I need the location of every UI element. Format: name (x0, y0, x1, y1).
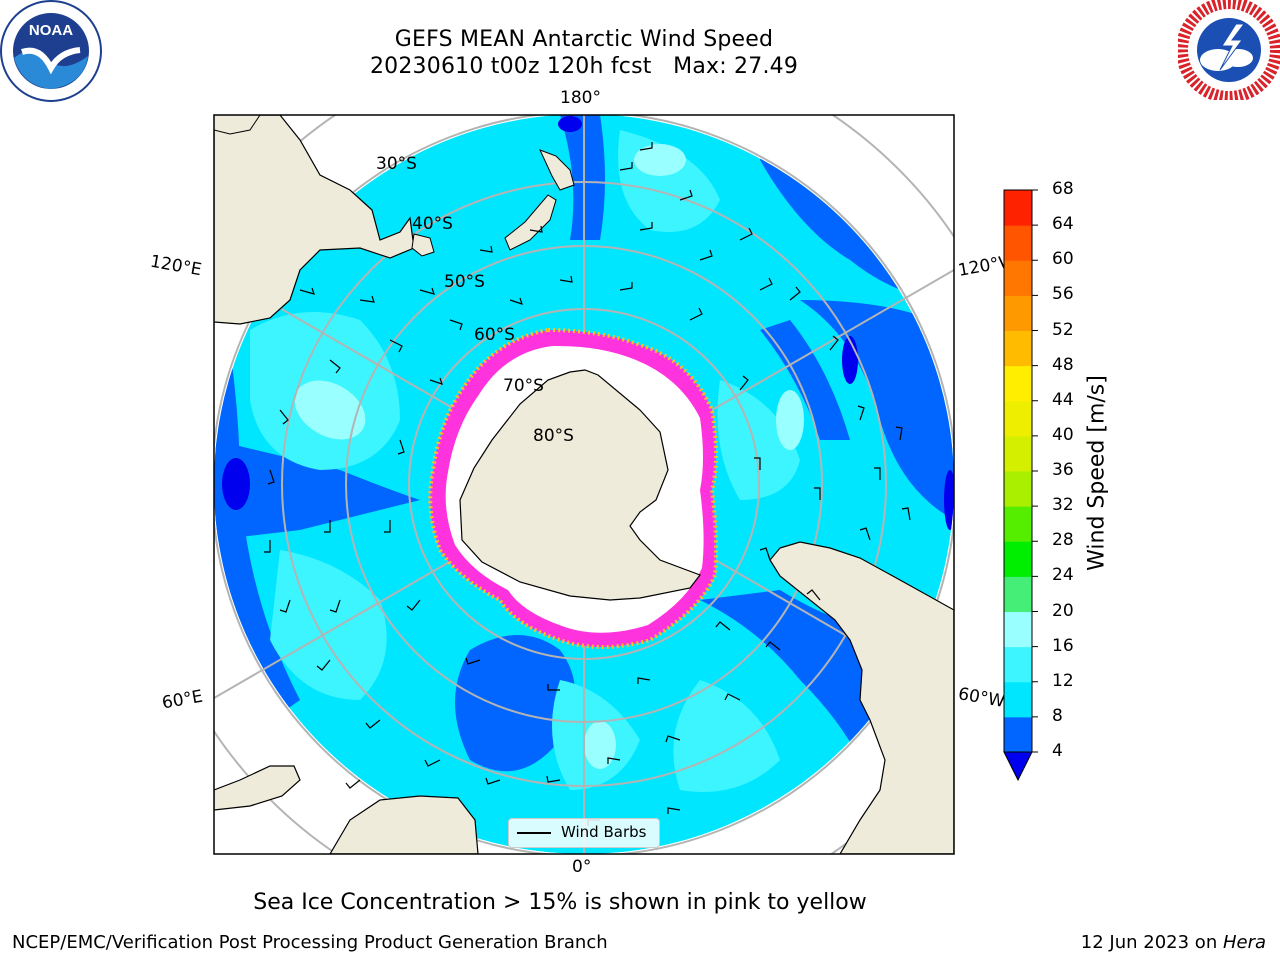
colorbar-tick-label: 64 (1052, 214, 1074, 235)
colorbar-segment (1004, 330, 1032, 367)
lon-label-180: 180° (560, 88, 601, 108)
lon-label-0: 0° (572, 857, 592, 877)
colorbar-tick-label: 40 (1052, 424, 1074, 445)
colorbar-tick-label: 68 (1052, 179, 1074, 199)
africa-landmass (329, 795, 479, 854)
colorbar-tick-label: 12 (1052, 670, 1074, 691)
footer-host: Hera (1222, 932, 1266, 953)
colorbar-segment (1004, 365, 1032, 402)
nws-logo (1178, 0, 1280, 100)
antarctica-landmass (459, 369, 701, 601)
sea-ice-caption: Sea Ice Concentration > 15% is shown in … (253, 890, 867, 915)
madagascar-landmass (214, 765, 301, 811)
lat-label-80s: 80°S (533, 426, 574, 446)
colorbar-tick-label: 48 (1052, 354, 1074, 375)
colorbar-segment (1004, 576, 1032, 612)
colorbar-segment (1004, 295, 1032, 331)
legend-label: Wind Barbs (561, 823, 647, 841)
colorbar-segment (1004, 681, 1032, 718)
lat-label-50s: 50°S (444, 272, 485, 292)
colorbar-tick-label: 8 (1052, 705, 1063, 726)
lat-label-30s: 30°S (376, 154, 417, 174)
noaa-logo: NOAA (0, 0, 102, 102)
polar-map: 30°S 40°S 50°S 60°S 70°S 80°S (213, 114, 955, 855)
footer-credit: NCEP/EMC/Verification Post Processing Pr… (12, 932, 608, 953)
colorbar-tick-label: 4 (1052, 741, 1063, 761)
colorbar-tick-label: 44 (1052, 389, 1074, 410)
tasmania (411, 233, 435, 257)
latitude-labels: 30°S 40°S 50°S 60°S 70°S 80°S (376, 154, 574, 446)
colorbar-label: Wind Speed [m/s] (1084, 375, 1110, 571)
colorbar-tick-label: 20 (1052, 600, 1074, 621)
new-zealand-north (539, 149, 575, 191)
colorbar (1003, 189, 1038, 782)
lat-label-60s: 60°S (474, 325, 515, 345)
map-frame (213, 114, 955, 855)
colorbar-segment (1004, 260, 1032, 296)
legend-line-swatch (517, 832, 551, 834)
colorbar-tick-label: 24 (1052, 565, 1074, 586)
colorbar-tick-label: 52 (1052, 319, 1074, 340)
noaa-logo-text: NOAA (29, 22, 73, 39)
chart-subtitle: 20230610 t00z 120h fcst Max: 27.49 (0, 54, 1168, 79)
wind-barbs (264, 142, 911, 826)
lat-label-40s: 40°S (412, 214, 453, 234)
south-america-landmass (769, 541, 954, 854)
colorbar-tick-label: 32 (1052, 495, 1074, 516)
colorbar-tick-label: 16 (1052, 635, 1074, 656)
colorbar-segment (1004, 225, 1032, 261)
new-zealand-south (504, 194, 557, 251)
colorbar-tick-label: 36 (1052, 460, 1074, 480)
colorbar-segment (1004, 190, 1032, 226)
colorbar-tick-label: 28 (1052, 530, 1074, 551)
lat-label-70s: 70°S (503, 376, 544, 396)
footer-date: 12 Jun 2023 on Hera (1080, 932, 1266, 953)
wind-barbs-legend: Wind Barbs (508, 818, 660, 848)
colorbar-segment (1004, 400, 1032, 437)
colorbar-segment (1004, 541, 1032, 577)
colorbar-segment (1004, 471, 1032, 507)
colorbar-segment (1004, 506, 1032, 542)
colorbar-segment (1004, 611, 1032, 648)
colorbar-segment (1004, 646, 1032, 683)
colorbar-tick-label: 56 (1052, 284, 1074, 305)
colorbar-segment (1004, 716, 1032, 753)
max-value: Max: 27.49 (673, 54, 799, 79)
colorbar-tick-label: 60 (1052, 249, 1074, 270)
colorbar-segment (1004, 435, 1032, 472)
run-info: 20230610 t00z 120h fcst (369, 54, 652, 79)
colorbar-under-arrow (1003, 751, 1033, 782)
chart-title: GEFS MEAN Antarctic Wind Speed (394, 27, 774, 52)
